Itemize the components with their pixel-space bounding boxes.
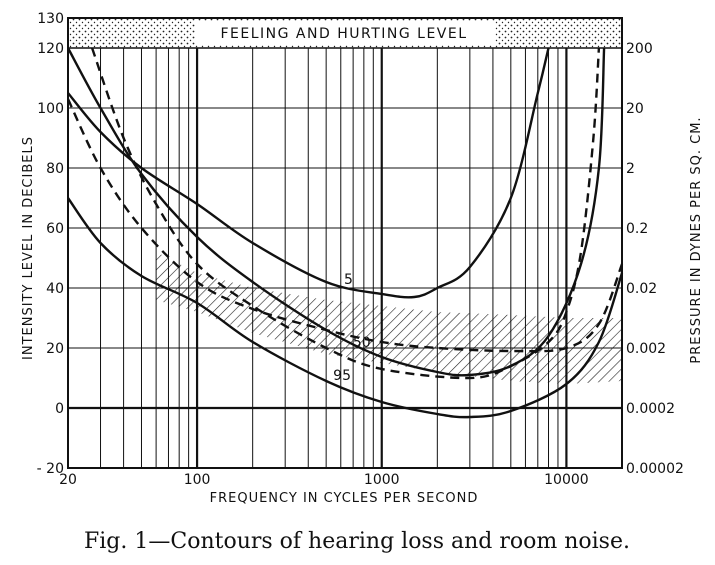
y-tick-label: 60 — [46, 221, 64, 237]
hearing-curves — [66, 47, 624, 419]
y2-tick-label: 0.002 — [626, 341, 666, 357]
feeling-hurting-band — [67, 17, 623, 49]
band-label: FEELING AND HURTING LEVEL — [220, 26, 467, 42]
y2-tick-label: 2 — [626, 161, 635, 177]
curve-50 — [66, 47, 606, 377]
y-tick-label: 80 — [46, 161, 64, 177]
curve-label-50: 50 — [353, 335, 371, 351]
plot-frame — [67, 17, 623, 469]
x-tick-label: 10000 — [544, 472, 589, 488]
y2-tick-label: 0.0002 — [626, 401, 675, 417]
x-tick-label: 100 — [184, 472, 211, 488]
noise-band-area — [156, 252, 622, 384]
curve-label-95: 95 — [333, 368, 351, 384]
x-tick-label: 1000 — [364, 472, 400, 488]
band-label-background — [195, 21, 495, 45]
figure-caption: Fig. 1—Contours of hearing loss and room… — [84, 529, 630, 554]
y-tick-label: 130 — [37, 11, 64, 27]
room-noise-band — [156, 252, 622, 384]
y-tick-label: 0 — [55, 401, 64, 417]
curve-labels: 5 50 95 — [333, 272, 371, 384]
dashed-curve-3 — [90, 47, 601, 380]
y2-tick-label: 0.2 — [626, 221, 648, 237]
y2-axis-title: PRESSURE IN DYNES PER SQ. CM. — [689, 116, 704, 363]
dashed-curve-1 — [66, 98, 624, 353]
y-tick-label: - 20 — [37, 461, 64, 477]
y2-tick-label: 0.00002 — [626, 461, 684, 477]
y2-tick-label: 20 — [626, 101, 644, 117]
curve-5 — [67, 47, 550, 299]
y2-tick-label: 0.02 — [626, 281, 657, 297]
y-tick-label: 40 — [46, 281, 64, 297]
x-tick-label: 20 — [59, 472, 77, 488]
x-axis-title: FREQUENCY IN CYCLES PER SECOND — [210, 491, 479, 506]
curve-label-5: 5 — [344, 272, 353, 288]
curve-95 — [67, 197, 624, 419]
y-tick-label: 20 — [46, 341, 64, 357]
y-axis-title: INTENSITY LEVEL IN DECIBELS — [21, 136, 36, 360]
y2-tick-label: 200 — [626, 41, 653, 57]
y-tick-label: 120 — [37, 41, 64, 57]
y-tick-label: 100 — [37, 101, 64, 117]
